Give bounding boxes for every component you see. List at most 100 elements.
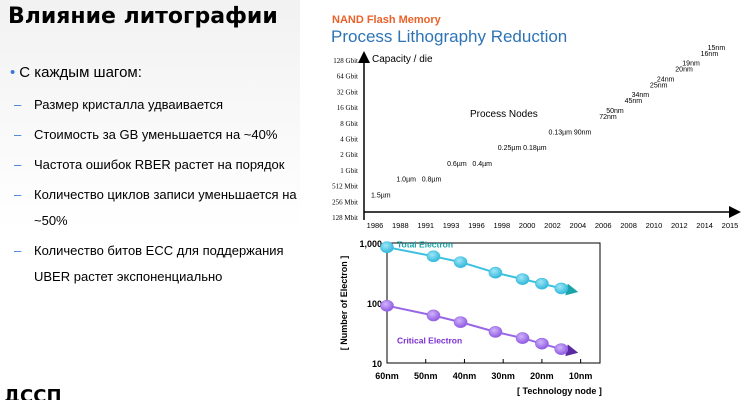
sub-item-text: Размер кристалла удваивается [34, 97, 224, 112]
dash-marker: – [14, 243, 22, 258]
chart1-y-tick: 128 Mbit [332, 214, 358, 222]
chart1-point-label: 20nm [675, 67, 693, 74]
chart1-x-tick: 1986 [367, 221, 384, 230]
chart1-x-tick: 2014 [696, 221, 713, 230]
chart2-ticks: 1,000 100 10 60nm 50nm 40nm 30nm 20nm 10nm [359, 239, 592, 381]
chart1-header: NAND Flash Memory [332, 14, 441, 26]
chart2-point [453, 256, 468, 268]
chart2-point [488, 266, 503, 279]
chart1-x-tick: 1996 [468, 221, 485, 230]
chart1-x-tick: 2008 [620, 221, 637, 230]
chart1-point-label: 16nm [701, 51, 719, 58]
chart1-point-label: 1.0µm [396, 177, 416, 184]
chart1-annotation: Process Nodes [470, 109, 538, 120]
chart2-series-line [386, 246, 562, 290]
chart1-point-label: 0.13µm [549, 130, 573, 137]
chart1-x-tick: 1993 [443, 221, 460, 230]
slide-title: Влияние литографии [8, 4, 278, 29]
chart1-x-tick: 2004 [570, 221, 587, 230]
sub-item: – Размер кристалла удваивается [14, 92, 304, 118]
chart2-point [515, 332, 530, 344]
chart1-y-tick: 4 Gbit [340, 136, 358, 144]
chart1-x-tick: 1991 [417, 221, 434, 230]
chart1-point-label: 72nm [599, 114, 617, 121]
chart1-y-tick: 512 Mbit [332, 183, 358, 191]
chart1-x-tick: 2002 [544, 221, 561, 230]
chart1-point-label: 0.18µm [523, 145, 547, 152]
sub-item-text: Количество циклов записи уменьшается на … [34, 187, 297, 228]
chart2-x-tick: 50nm [414, 371, 438, 381]
chart2-x-label: [ Technology node ] [517, 386, 602, 396]
chart1-x-tick: 2000 [519, 221, 536, 230]
chart2-point [380, 241, 394, 254]
chart1-y-tick: 16 Gbit [337, 104, 358, 112]
sub-item: – Стоимость за GB уменьшается на ~40% [14, 122, 304, 148]
chart2-point [535, 277, 549, 290]
sub-list: – Размер кристалла удваивается – Стоимость… [14, 92, 304, 294]
chart1-y-tick: 256 Mbit [332, 198, 358, 206]
chart1-point-label: 50nm [606, 108, 624, 115]
sub-item: – Количество битов ECC для поддержания UB… [14, 238, 304, 290]
chart2-series: Total Electron Critical Electron [380, 239, 579, 357]
chart2-y-label: [ Number of Electron ] [339, 256, 349, 351]
chart2-point [554, 282, 569, 295]
chart1-y-tick: 64 Gbit [337, 73, 358, 81]
dash-marker: – [14, 157, 22, 172]
chart2-y-tick: 1,000 [359, 239, 382, 249]
chart1-point-label: 0.8µm [422, 177, 442, 184]
chart1-x-tick: 2015 [722, 221, 739, 230]
chart2-x-tick: 60nm [375, 371, 399, 381]
chart1-point-label: 0.6µm [447, 161, 467, 168]
chart2-point [515, 273, 530, 285]
chart2-x-tick: 40nm [453, 371, 477, 381]
chart1-ticks: 1986 1988 1991 1993 1996 1998 2000 2002 2004 2006… [332, 57, 738, 230]
chart1-points: 1.5µm 1.0µm 0.8µm 0.6µm 0.4µm 0.25µm 0.18µm 0.1… [371, 45, 725, 199]
chart2-x-tick: 30nm [491, 371, 515, 381]
chart1-point-label: 15nm [708, 45, 726, 52]
sub-item: – Частота ошибок RBER растет на порядок [14, 152, 304, 178]
chart1-point-label: 34nm [632, 92, 650, 99]
chart2-point [488, 326, 503, 338]
chart2-point [535, 337, 549, 350]
chart1-point-label: 24nm [657, 76, 675, 83]
sub-item-text: Частота ошибок RBER растет на порядок [34, 157, 285, 172]
chart1-x-tick: 2012 [671, 221, 688, 230]
chart2-point [426, 309, 441, 322]
main-bullet-text: С каждым шагом: [19, 64, 142, 81]
sub-item: – Количество циклов записи уменьшается на… [14, 182, 304, 234]
chart1-point-label: 45nm [625, 98, 643, 105]
chart1-point-label: 1.5µm [371, 192, 391, 199]
chart1-y-tick: 8 Gbit [340, 120, 358, 128]
chart1-point-label: 0.25µm [498, 145, 522, 152]
footer-fragment: ДССП [4, 388, 62, 400]
chart1-x-tick: 2010 [646, 221, 663, 230]
chart2-series-label: Total Electron [397, 239, 453, 249]
chart2-series-label: Critical Electron [397, 335, 462, 345]
chart1-x-tick: 2006 [595, 221, 612, 230]
chart2-point [426, 250, 441, 263]
chart1-y-label: Capacity / die [372, 54, 433, 65]
chart1-point-label: 19nm [682, 61, 700, 68]
main-bullet: • С каждым шагом: [10, 64, 142, 81]
chart1-y-tick: 2 Gbit [340, 151, 358, 159]
chart1-y-tick: 32 Gbit [337, 88, 358, 96]
dash-marker: – [14, 97, 22, 112]
chart2-point [554, 343, 569, 355]
chart1-point-label: 0.4µm [472, 161, 492, 168]
sub-item-text: Стоимость за GB уменьшается на ~40% [34, 127, 278, 142]
dash-marker: – [14, 187, 22, 202]
dash-marker: – [14, 127, 22, 142]
chart2-y-tick: 100 [367, 299, 382, 309]
chart1-x-tick: 1998 [493, 221, 510, 230]
bullet-marker: • [10, 64, 16, 81]
chart1-point-label: 90nm [574, 130, 592, 137]
chart2-y-tick: 10 [372, 359, 382, 369]
chart1-point-label: 25nm [650, 82, 668, 89]
chart1-title: Process Lithography Reduction [331, 27, 568, 46]
chart2-point [453, 316, 468, 328]
sub-item-text: Количество битов ECC для поддержания UBE… [34, 243, 284, 284]
chart2-x-tick: 10nm [569, 371, 593, 381]
chart1-y-tick: 128 Gbit [333, 57, 358, 65]
chart2-x-tick: 20nm [530, 371, 554, 381]
